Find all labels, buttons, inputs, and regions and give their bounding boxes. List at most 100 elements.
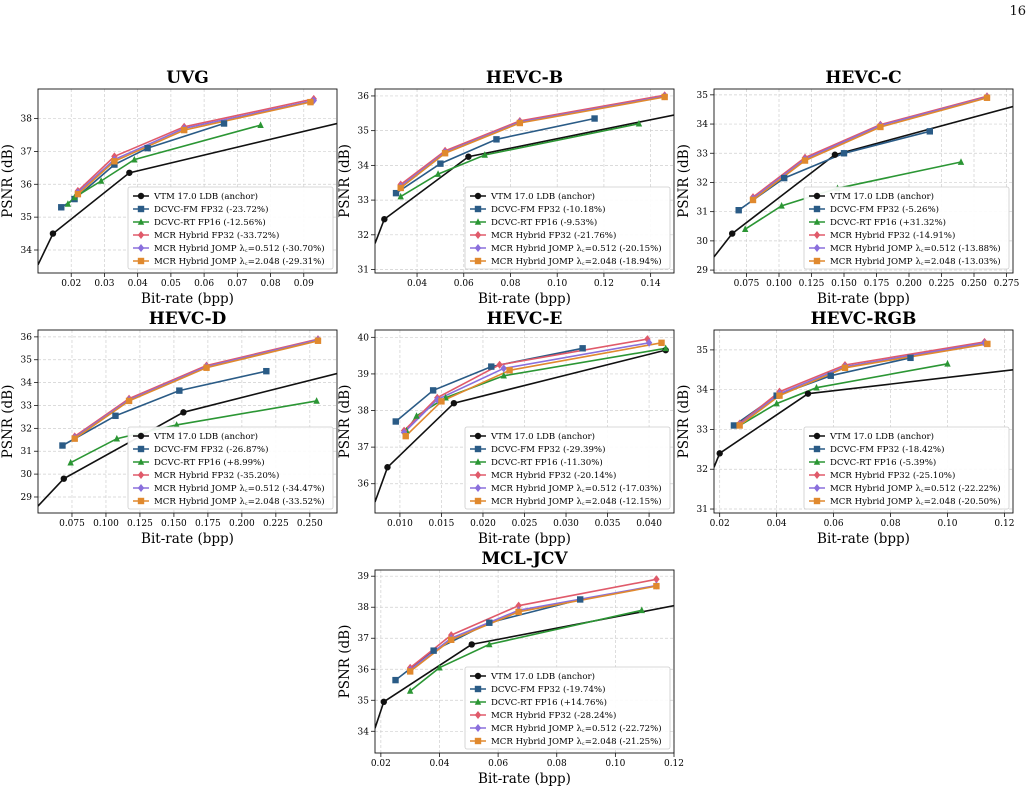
- legend-marker: [137, 257, 145, 265]
- legend: VTM 17.0 LDB (anchor) DCVC-FM FP32 (-26.8…: [127, 426, 334, 510]
- x-tick-label: 0.04: [128, 279, 148, 289]
- data-point-mcr: [515, 601, 522, 610]
- chart-panel: 0.075 0.100 0.125 0.150 0.175 0.200 0.225 0.250…: [676, 68, 1020, 307]
- x-axis-label: Bit-rate (bpp): [478, 771, 571, 787]
- legend-marker: [813, 205, 821, 213]
- x-tick-label: 0.250: [297, 519, 323, 529]
- data-point-rt: [662, 344, 669, 352]
- y-tick-label: 34: [697, 386, 709, 396]
- series-line-vtm: [375, 349, 666, 503]
- y-tick-label: 33: [697, 149, 709, 159]
- legend-marker: [474, 724, 482, 732]
- x-tick-label: 0.08: [261, 279, 281, 289]
- axes-frame: [713, 329, 1014, 514]
- series-line-mcr: [752, 95, 988, 198]
- data-point-j2048: [314, 337, 322, 344]
- series-line-fm: [62, 370, 267, 447]
- y-tick-label: 35: [697, 91, 709, 101]
- y-tick-label: 35: [697, 346, 709, 356]
- legend-marker: [474, 685, 482, 693]
- x-tick-label: 0.250: [961, 279, 987, 289]
- legend-marker: [474, 231, 482, 239]
- legend-marker: [137, 497, 145, 505]
- data-point-rt: [813, 383, 820, 391]
- y-axis-label: PSNR (dB): [337, 144, 353, 218]
- x-tick-label: 0.020: [470, 519, 496, 529]
- x-tick-label: 0.04: [407, 279, 427, 289]
- data-point-fm: [576, 596, 584, 603]
- legend: VTM 17.0 LDB (anchor) DCVC-FM FP32 (-18.4…: [803, 426, 1010, 510]
- x-tick-label: 0.12: [594, 279, 614, 289]
- series-group: [714, 92, 1013, 258]
- y-tick-label: 29: [21, 493, 33, 503]
- legend-marker: [474, 497, 482, 505]
- data-point-fm: [392, 418, 399, 425]
- legend-label: MCR Hybrid FP32 (-21.76%): [491, 230, 616, 241]
- legend-marker: [813, 231, 821, 239]
- x-axis-label: Bit-rate (bpp): [478, 531, 571, 547]
- x-tick-label: 0.06: [194, 279, 214, 289]
- legend-label: MCR Hybrid JOMP λ꜀=2.048 (-12.15%): [491, 496, 662, 507]
- data-point-mcr: [496, 360, 503, 369]
- y-tick-label: 30: [21, 470, 33, 480]
- data-point-rt: [778, 202, 785, 209]
- data-point-rt: [638, 606, 645, 614]
- legend-marker: [474, 432, 482, 440]
- data-point-fm: [59, 442, 66, 449]
- data-point-fm: [493, 136, 500, 143]
- legend-marker: [474, 484, 482, 492]
- y-tick-label: 39: [358, 370, 370, 380]
- axes-frame: [374, 569, 675, 754]
- legend-label: VTM 17.0 LDB (anchor): [829, 191, 934, 202]
- chart-panel: 0.02 0.03 0.04 0.05 0.06 0.07 0.08 0.09 34 35 36 37…: [0, 68, 338, 307]
- y-tick-label: 38: [21, 115, 33, 125]
- chart-panel: 0.075 0.100 0.125 0.150 0.175 0.200 0.225 0.250…: [0, 309, 338, 547]
- legend-label: MCR Hybrid JOMP λ꜀=2.048 (-21.25%): [491, 736, 662, 747]
- data-point-rt: [313, 397, 320, 404]
- legend-box: [803, 186, 1010, 270]
- data-point-fm: [429, 387, 437, 394]
- chart-title: HEVC-D: [149, 309, 227, 329]
- data-point-rt: [71, 193, 78, 201]
- y-tick-label: 32: [697, 178, 708, 188]
- data-point-fm: [58, 204, 65, 211]
- legend-label: MCR Hybrid FP32 (-33.72%): [154, 230, 279, 241]
- y-tick-label: 37: [358, 443, 370, 453]
- chart-title: MCL-JCV: [481, 549, 568, 569]
- data-point-rt: [173, 421, 180, 428]
- series-line-j2048: [409, 585, 657, 673]
- legend-marker: [813, 432, 821, 440]
- x-tick-label: 0.200: [896, 279, 922, 289]
- x-tick-label: 0.275: [994, 279, 1020, 289]
- legend-label: VTM 17.0 LDB (anchor): [490, 671, 595, 682]
- y-tick-label: 37: [21, 147, 33, 157]
- legend-marker: [474, 192, 482, 200]
- axes-frame: [37, 88, 338, 274]
- x-tick-label: 0.04: [429, 759, 449, 769]
- legend-label: MCR Hybrid FP32 (-35.20%): [154, 470, 279, 481]
- legend-marker: [474, 672, 482, 680]
- legend-label: MCR Hybrid JOMP λ꜀=0.512 (-22.72%): [491, 723, 662, 734]
- data-point-vtm: [126, 169, 133, 176]
- data-point-j2048: [749, 196, 757, 204]
- y-tick-label: 39: [358, 572, 370, 582]
- chart-title: HEVC-RGB: [811, 309, 917, 329]
- data-point-fm: [730, 422, 738, 429]
- x-tick-label: 0.040: [636, 519, 662, 529]
- legend-marker: [137, 244, 145, 252]
- axes-frame: [374, 88, 675, 274]
- data-point-j2048: [125, 397, 133, 405]
- series-line-rt: [739, 363, 948, 427]
- x-tick-label: 0.225: [929, 279, 955, 289]
- data-point-fm: [781, 174, 788, 182]
- x-tick-label: 0.150: [831, 279, 857, 289]
- x-tick-label: 0.10: [605, 759, 625, 769]
- data-point-vtm: [60, 475, 68, 482]
- series-line-j512: [752, 96, 988, 200]
- data-point-rt: [957, 158, 965, 165]
- y-tick-label: 30: [697, 237, 709, 247]
- x-tick-label: 0.04: [767, 519, 787, 529]
- legend-marker: [474, 737, 482, 745]
- legend-label: DCVC-FM FP32 (-10.18%): [491, 204, 605, 215]
- data-point-vtm: [380, 698, 387, 706]
